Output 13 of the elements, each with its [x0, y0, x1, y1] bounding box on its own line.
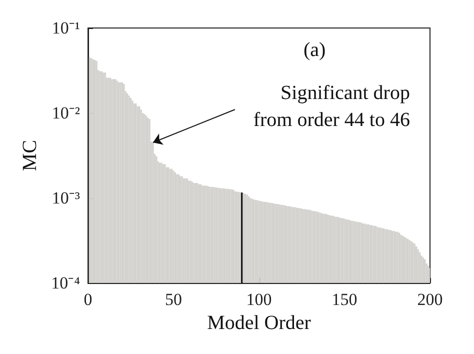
- y-tick-label: 10⁻²: [52, 104, 80, 122]
- y-tick-label: 10⁻⁴: [51, 274, 80, 292]
- x-tick-label: 100: [246, 290, 272, 309]
- annotation: (a): [303, 39, 326, 61]
- y-tick-label: 10⁻¹: [52, 18, 80, 38]
- x-tick-label: 0: [84, 290, 92, 309]
- annotation: Significant drop from order 44 to 46: [253, 82, 410, 131]
- x-axis-title: Model Order: [207, 312, 312, 334]
- x-tick-label: 50: [165, 290, 182, 309]
- x-tick-label: 200: [417, 290, 443, 309]
- y-tick-label: 10⁻³: [52, 188, 80, 208]
- y-axis-title: MC: [19, 140, 41, 172]
- x-tick-label: 150: [332, 290, 358, 309]
